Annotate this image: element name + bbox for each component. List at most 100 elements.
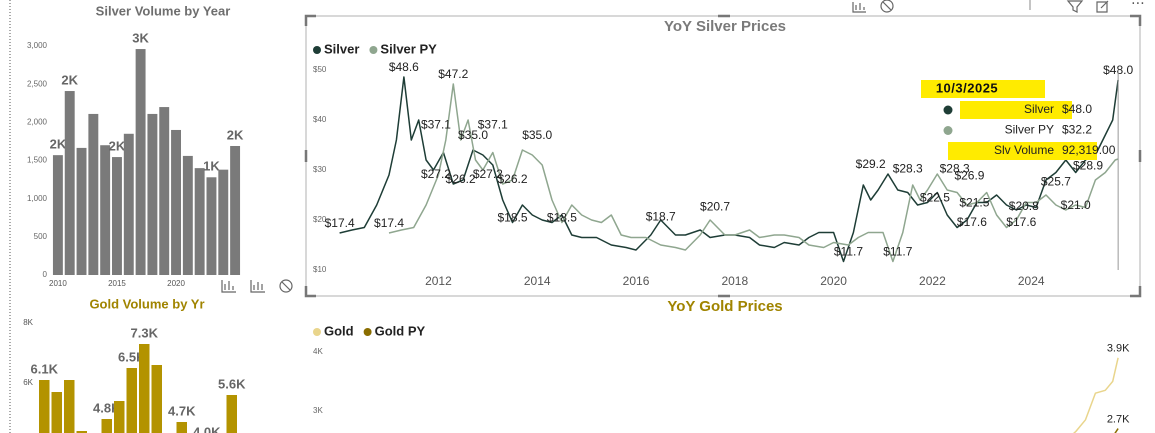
data-label: $47.2 (438, 67, 468, 81)
data-label: $35.0 (458, 128, 488, 142)
x-tick-label: 2012 (425, 274, 452, 288)
chart-0: Silver Volume by Year 0 500 1,000 1,500 2,000… (27, 3, 244, 288)
tooltip-value: $48.0 (1062, 102, 1092, 116)
y-tick-label: 500 (34, 232, 48, 241)
data-label: $26.2 (498, 172, 528, 186)
chart-2: Gold Volume by Yr6K8K6.1K4.8K6.5K7.3K4.7… (23, 296, 246, 433)
line-series (388, 83, 1119, 263)
legend-label: Silver PY (380, 41, 437, 56)
x-tick-label: 2022 (919, 274, 946, 288)
x-tick-label: 2024 (1018, 274, 1045, 288)
x-tick-label: 2018 (721, 274, 748, 288)
chart-3: YoY Gold Prices 3K 4K 3.9K 2.7K Gold Gold PY (313, 298, 1130, 433)
data-label: $35.0 (522, 128, 552, 142)
data-label: 2K (227, 127, 244, 142)
data-label: $26.9 (954, 169, 984, 183)
icon-filter-off-slash (281, 281, 291, 291)
bar (52, 155, 63, 275)
bar (176, 422, 187, 433)
y-tick-label: 3K (313, 406, 323, 415)
icon-filter[interactable] (1066, 0, 1084, 13)
y-tick-label: $30 (313, 165, 327, 174)
tooltip-marker (943, 105, 953, 115)
bar (101, 419, 112, 433)
data-label: 5.6K (218, 376, 246, 391)
data-label: $18.5 (547, 211, 577, 225)
bar (126, 368, 137, 433)
line-series (1114, 428, 1119, 433)
bar (64, 91, 75, 275)
y-tick-label: 8K (23, 318, 33, 327)
data-label: $17.4 (374, 216, 404, 230)
bar (100, 145, 111, 275)
y-tick-label: 2,500 (27, 79, 48, 88)
data-label: 3K (132, 30, 149, 45)
data-label: 4.0K (193, 424, 221, 433)
data-label: $37.1 (421, 118, 451, 132)
line-series (339, 76, 1119, 263)
bar (88, 113, 99, 275)
data-label: $17.6 (1006, 215, 1036, 229)
bar (64, 380, 75, 433)
x-tick-label: 2015 (108, 279, 126, 288)
data-label: $27.2 (473, 167, 503, 181)
chart-1: YoY Silver Prices $10 $20 $30 $40 $50 2012 2014… (313, 18, 1133, 288)
data-label: $26.2 (446, 172, 476, 186)
data-label: $18.7 (646, 210, 676, 224)
bar (159, 107, 170, 275)
icon-chart[interactable] (250, 280, 265, 293)
icon-filter-off-slash (882, 1, 892, 11)
x-tick-label: 2020 (167, 279, 185, 288)
data-label: 2.7K (1107, 414, 1130, 426)
bar (171, 129, 181, 275)
bar (114, 401, 125, 433)
y-tick-label: 3,000 (27, 41, 48, 50)
icon-drill[interactable] (852, 2, 866, 13)
data-label: 2K (109, 139, 126, 154)
tooltip-name: Slv Volume (994, 143, 1054, 157)
bar (139, 344, 150, 433)
y-tick-label: $50 (313, 65, 327, 74)
tooltip-name: Silver PY (1005, 123, 1054, 137)
data-label: $17.6 (957, 215, 987, 229)
legend-marker (313, 328, 321, 336)
bar (194, 168, 205, 275)
icon-drill[interactable] (221, 280, 236, 293)
bar (226, 395, 237, 433)
data-label: 3.9K (1107, 343, 1130, 355)
visual-header-icons[interactable]: ⋯ (852, 0, 1145, 13)
data-label: $21.0 (1061, 198, 1091, 212)
data-label: $28.3 (893, 162, 923, 176)
y-tick-label: 1,000 (27, 194, 48, 203)
x-tick-label: 2016 (623, 274, 650, 288)
x-tick-label: 2020 (820, 274, 847, 288)
data-label: $28.9 (1073, 159, 1103, 173)
y-tick-label: 0 (43, 270, 48, 279)
icon-filter-off[interactable] (279, 279, 293, 293)
data-label: $20.8 (1009, 199, 1039, 213)
data-label: $28.3 (940, 162, 970, 176)
icon-focus[interactable] (1096, 0, 1109, 13)
data-label: $48.6 (389, 60, 419, 74)
data-label: 2K (61, 72, 78, 87)
icon-filter-off[interactable] (880, 0, 894, 13)
bar (230, 145, 241, 275)
data-label: 2K (50, 137, 67, 152)
data-label: $21.5 (959, 196, 989, 210)
small-visual-icons[interactable] (221, 279, 293, 293)
bar (123, 133, 134, 275)
tooltip-value: $32.2 (1062, 123, 1092, 137)
x-tick-label: 2014 (524, 274, 551, 288)
data-label: 1K (203, 159, 220, 174)
data-label: $25.7 (1041, 175, 1071, 189)
bar (206, 177, 217, 275)
y-tick-label: $10 (313, 265, 327, 274)
y-tick-label: 2,000 (27, 117, 48, 126)
data-label: $37.1 (478, 118, 508, 132)
data-label: $27.2 (421, 167, 451, 181)
bar (218, 169, 229, 275)
icon-more[interactable]: ⋯ (1131, 0, 1145, 11)
bar (147, 113, 158, 275)
